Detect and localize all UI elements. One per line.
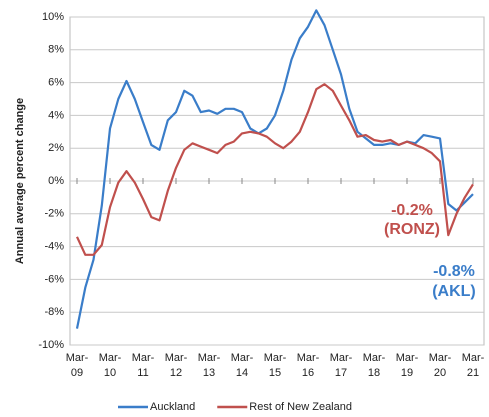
y-tick-label: 10%	[42, 11, 64, 23]
x-tick-label-line: Mar-	[66, 352, 89, 364]
x-tick-label-line: 20	[434, 367, 446, 379]
x-tick-label: Mar- 17	[330, 352, 353, 379]
y-tick-label: 8%	[48, 44, 64, 56]
x-tick-label: Mar- 16	[297, 352, 320, 379]
x-tick-label-line: 11	[137, 367, 148, 379]
x-tick-label: Mar- 18	[363, 352, 386, 379]
series-line	[75, 9, 474, 329]
x-tick-label-line: 19	[401, 367, 413, 379]
x-tick-label-line: Mar-	[99, 352, 122, 364]
annotation: -0.8%	[433, 263, 475, 280]
x-tick-label: Mar- 12	[165, 352, 188, 379]
x-tick-label-line: 15	[269, 367, 281, 379]
x-tick-label-line: 17	[335, 367, 347, 379]
x-tick-label-line: 16	[302, 367, 314, 379]
x-tick-label-line: Mar-	[429, 352, 452, 364]
legend-label: Rest of New Zealand	[249, 401, 352, 413]
legend-label: Auckland	[150, 401, 195, 413]
y-tick-label: 4%	[48, 109, 64, 121]
x-tick-label-line: 09	[71, 367, 83, 379]
x-tick-label-line: Mar-	[264, 352, 287, 364]
x-tick-label-line: Mar-	[132, 352, 155, 364]
y-tick-label: -8%	[44, 306, 64, 318]
x-tick-label-line: 10	[104, 367, 116, 379]
x-tick-label: Mar- 14	[231, 352, 254, 379]
annotation: (RONZ)	[384, 221, 440, 238]
x-tick-label: Mar- 09	[66, 352, 89, 379]
x-tick-label-line: Mar-	[462, 352, 485, 364]
x-tick-label-line: Mar-	[363, 352, 386, 364]
x-tick-label-line: Mar-	[198, 352, 221, 364]
x-tick-label: Mar- 13	[198, 352, 221, 379]
x-tick-label: Mar- 11	[132, 352, 155, 379]
y-tick-label: -6%	[44, 273, 64, 285]
y-tick-label: 2%	[48, 142, 64, 154]
annotation: -0.2%	[391, 202, 433, 219]
x-tick-label: Mar- 10	[99, 352, 122, 379]
x-tick-label-line: Mar-	[330, 352, 353, 364]
x-tick-label-line: 14	[236, 367, 248, 379]
y-tick-label: -2%	[44, 208, 64, 220]
y-tick-label: -10%	[38, 339, 64, 351]
x-tick-label: Mar- 15	[264, 352, 287, 379]
y-tick-label: -4%	[44, 241, 64, 253]
x-tick-label: Mar- 20	[429, 352, 452, 379]
y-tick-label: 0%	[48, 175, 64, 187]
x-tick-label: Mar- 21	[462, 352, 485, 379]
series-line	[76, 83, 474, 256]
y-tick-label: 6%	[48, 77, 64, 89]
x-tick-label-line: Mar-	[297, 352, 320, 364]
x-tick-label-line: Mar-	[165, 352, 188, 364]
x-tick-label-line: 13	[203, 367, 215, 379]
y-axis-label: Annual average percent change	[14, 98, 26, 264]
annotation: (AKL)	[432, 283, 476, 300]
x-tick-label-line: Mar-	[231, 352, 254, 364]
x-tick-label-line: 21	[467, 367, 479, 379]
x-tick-label-line: Mar-	[396, 352, 419, 364]
x-tick-label-line: 12	[170, 367, 182, 379]
x-tick-label-line: 18	[368, 367, 380, 379]
x-tick-label: Mar- 19	[396, 352, 419, 379]
